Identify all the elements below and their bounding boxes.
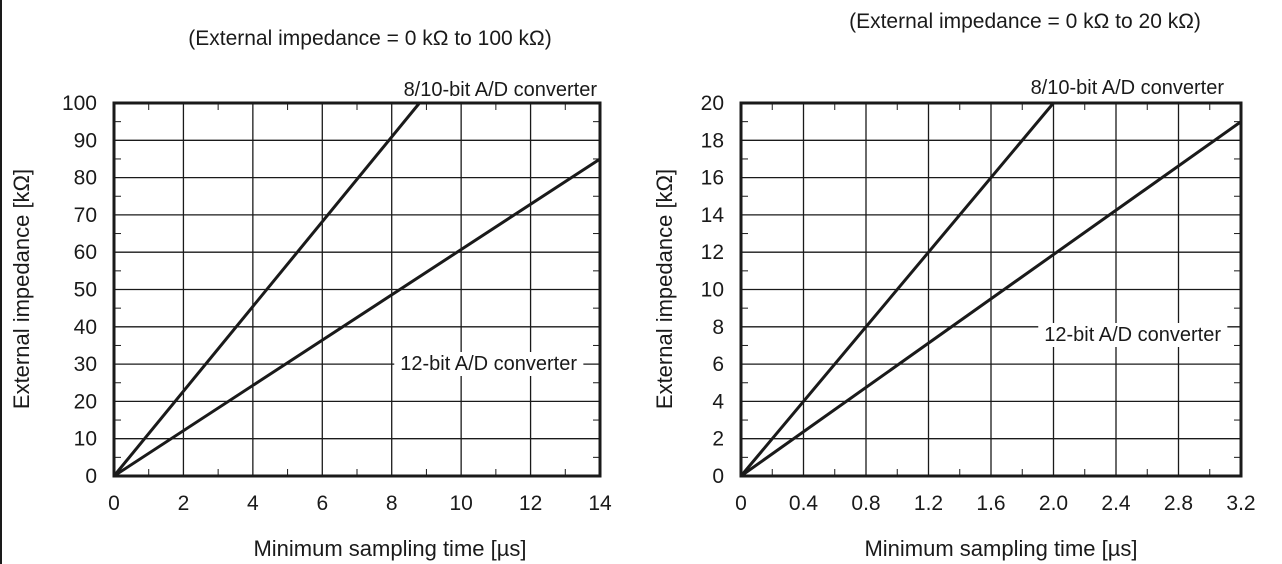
- x-axis-label: Minimum sampling time [µs]: [253, 536, 526, 561]
- chart-title: (External impedance = 0 kΩ to 20 kΩ): [849, 10, 1201, 33]
- x-tick-label: 0.4: [789, 492, 819, 515]
- x-tick-label: 0: [735, 492, 747, 515]
- x-tick-label: 2.0: [1039, 492, 1068, 515]
- y-tick-label: 100: [62, 92, 97, 115]
- y-tick-label: 2: [712, 428, 724, 451]
- y-axis-label: External impedance [kΩ]: [9, 169, 34, 409]
- y-tick-label: 50: [74, 279, 97, 302]
- x-axis-label: Minimum sampling time [µs]: [864, 536, 1137, 561]
- y-tick-label: 10: [74, 428, 97, 451]
- x-tick-label: 2.8: [1164, 492, 1193, 515]
- chart-title: (External impedance = 0 kΩ to 100 kΩ): [188, 27, 552, 50]
- y-tick-label: 10: [701, 279, 724, 302]
- series-line-1: [740, 120, 1242, 478]
- series-line-0: [739, 102, 1055, 477]
- y-tick-label: 16: [701, 167, 724, 190]
- x-tick-label: 8: [386, 492, 398, 515]
- x-tick-label: 1.2: [914, 492, 943, 515]
- x-tick-label: 2.4: [1101, 492, 1131, 515]
- y-tick-label: 60: [74, 241, 97, 264]
- x-tick-label: 10: [449, 492, 472, 515]
- y-tick-label: 20: [701, 92, 724, 115]
- y-tick-label: 8: [712, 316, 724, 339]
- y-tick-label: 20: [74, 390, 97, 413]
- y-tick-label: 30: [74, 353, 97, 376]
- y-tick-label: 0: [712, 465, 724, 488]
- x-tick-label: 1.6: [976, 492, 1005, 515]
- y-tick-label: 12: [701, 241, 724, 264]
- x-tick-label: 2: [178, 492, 190, 515]
- x-tick-label: 0.8: [851, 492, 880, 515]
- plot-frame: [739, 101, 1243, 478]
- x-tick-label: 12: [519, 492, 542, 515]
- y-tick-label: 0: [85, 465, 97, 488]
- y-tick-label: 80: [74, 167, 97, 190]
- x-tick-label: 14: [588, 492, 612, 515]
- x-tick-label: 0: [108, 492, 120, 515]
- series-label-background: [394, 352, 584, 376]
- x-tick-label: 3.2: [1226, 492, 1255, 515]
- series-line-0: [112, 102, 421, 477]
- y-tick-label: 4: [712, 390, 724, 413]
- chart-right: (External impedance = 0 kΩ to 20 kΩ) Min…: [652, 10, 1256, 561]
- series-label-1: 12-bit A/D converter: [1044, 324, 1221, 346]
- y-tick-label: 40: [74, 316, 97, 339]
- y-tick-label: 18: [701, 129, 724, 152]
- x-tick-label: 4: [247, 492, 259, 515]
- series-label-0: 8/10-bit A/D converter: [404, 79, 598, 101]
- series-label-1: 12-bit A/D converter: [400, 353, 577, 375]
- plot-frame: [112, 101, 602, 478]
- series-line-1: [113, 157, 601, 478]
- y-tick-label: 6: [712, 353, 724, 376]
- y-axis-label: External impedance [kΩ]: [652, 169, 677, 409]
- series-label-background: [1038, 323, 1228, 347]
- chart-left: (External impedance = 0 kΩ to 100 kΩ) Mi…: [9, 27, 612, 561]
- series-label-0: 8/10-bit A/D converter: [1031, 77, 1225, 99]
- y-tick-label: 70: [74, 204, 97, 227]
- x-tick-label: 6: [316, 492, 328, 515]
- y-tick-label: 90: [74, 129, 97, 152]
- y-tick-label: 14: [701, 204, 725, 227]
